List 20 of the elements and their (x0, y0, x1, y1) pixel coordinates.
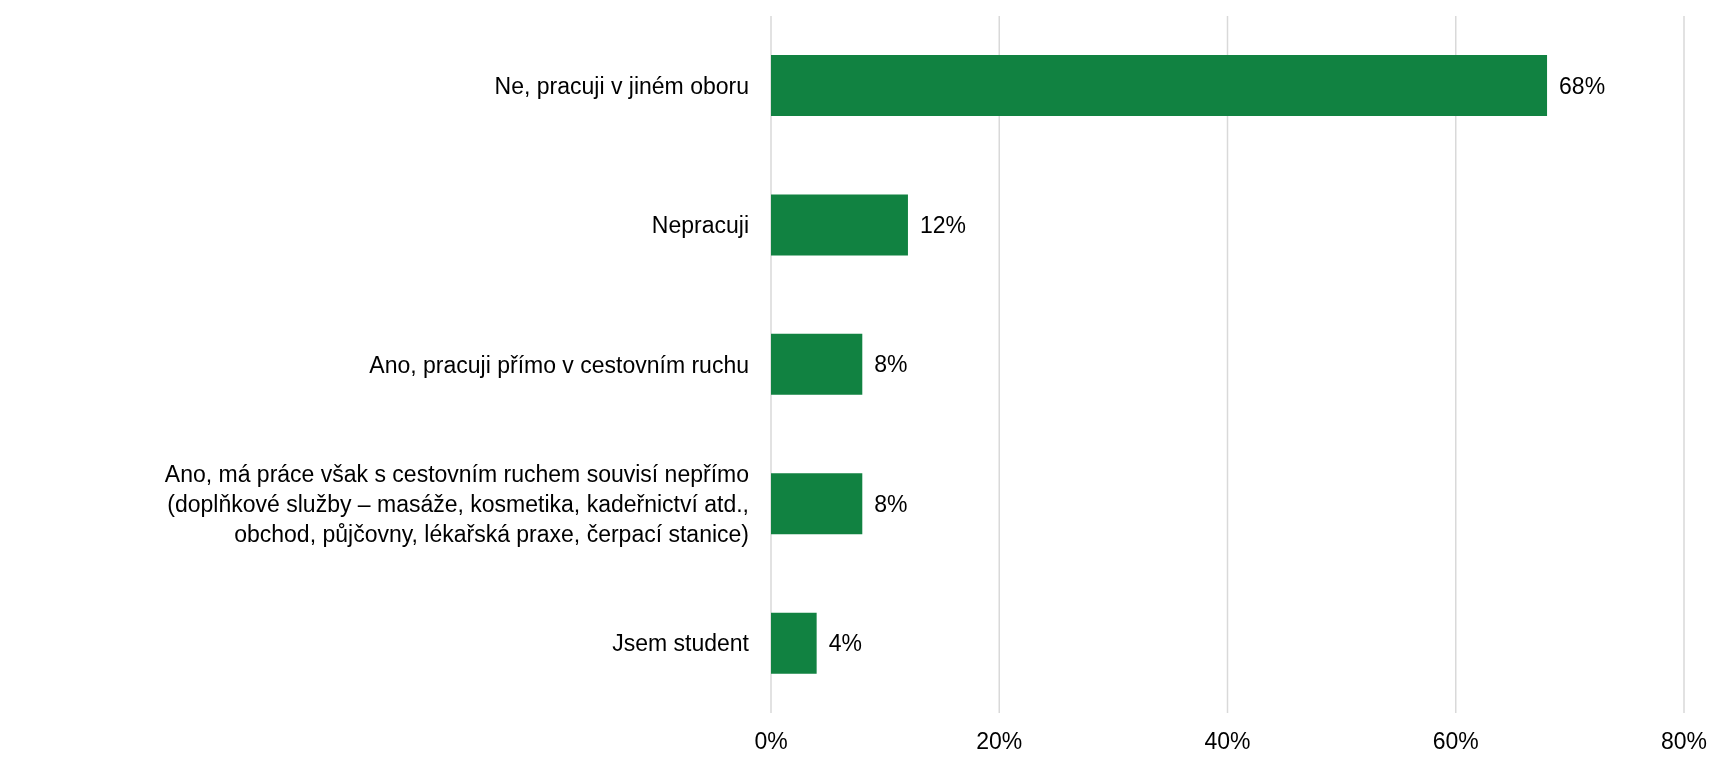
x-tick-label: 60% (1432, 728, 1479, 755)
data-label: 4% (828, 630, 862, 657)
data-label: 68% (1559, 72, 1606, 99)
bar (771, 612, 817, 674)
bar (771, 55, 1548, 117)
x-tick-label: 0% (754, 728, 788, 755)
bar (771, 333, 863, 395)
data-label: 8% (874, 351, 908, 378)
y-tick-label: Ano, má práce však s cestovním ruchem souvisí nepřímo (doplňkové služby – masáže, kosmetika, kadeřnictví atd., obchod, půjčovny, lékařská praxe, čerpací stanice) (164, 460, 749, 547)
data-label: 12% (919, 212, 966, 239)
bar (771, 473, 863, 535)
y-tick-label: Nepracuji (651, 212, 749, 239)
bar (771, 194, 908, 256)
y-tick-label: Ne, pracuji v jiném oboru (494, 72, 749, 99)
data-label: 8% (874, 490, 908, 517)
x-tick-label: 20% (976, 728, 1023, 755)
x-tick-label: 80% (1660, 728, 1708, 755)
y-tick-label: Jsem student (612, 630, 750, 657)
x-tick-label: 40% (1204, 728, 1251, 755)
y-tick-label: Ano, pracuji přímo v cestovním ruchu (369, 351, 749, 378)
